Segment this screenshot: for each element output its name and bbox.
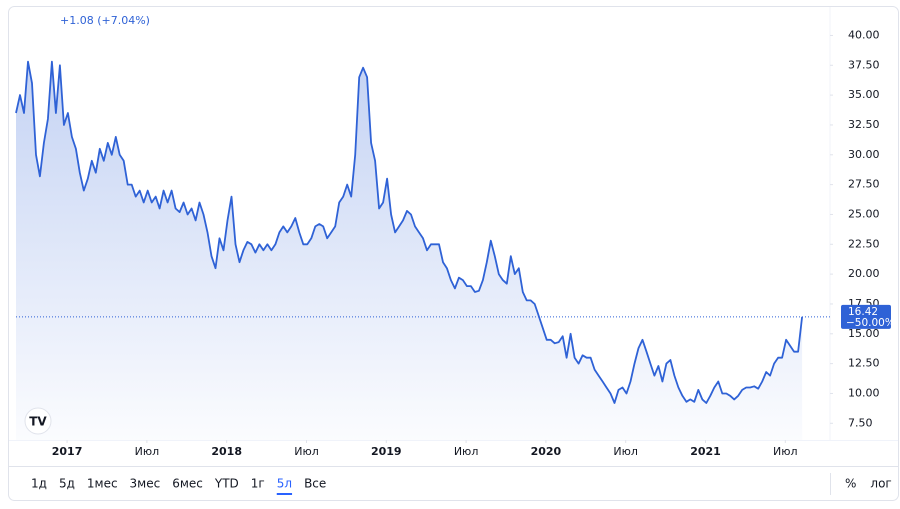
toolbar: 1д 5д 1мес 3мес 6мес YTD 1г 5л Все% лог (31, 477, 892, 495)
range-button[interactable]: 5д (59, 477, 75, 491)
y-tick-label: 35.00 (848, 88, 880, 101)
y-tick-label: 32.50 (848, 118, 880, 131)
y-tick-label: 10.00 (848, 386, 880, 399)
range-button[interactable]: 1д (31, 477, 47, 491)
x-tick-label: Июл (135, 445, 160, 458)
y-tick-label: 20.00 (848, 267, 880, 280)
range-button[interactable]: 1г (251, 477, 265, 491)
scale-button[interactable]: лог (870, 477, 891, 491)
range-button[interactable]: 5л (277, 477, 292, 491)
plot (15, 60, 830, 440)
x-tick-label: Июл (613, 445, 638, 458)
header-change: +1.08 (+7.04%) (60, 14, 150, 27)
x-tick-label: 2021 (690, 445, 721, 458)
last-change-label: −50.00% (846, 317, 895, 329)
x-tick-label: 2018 (211, 445, 242, 458)
y-tick-label: 37.50 (848, 58, 880, 71)
y-tick-label: 15.00 (848, 327, 880, 340)
range-button[interactable]: 1мес (87, 477, 118, 491)
last-price-label: 16.42 (848, 306, 878, 318)
y-tick-label: 7.50 (848, 416, 873, 429)
y-tick-label: 30.00 (848, 148, 880, 161)
x-tick-label: Июл (773, 445, 798, 458)
range-button[interactable]: YTD (214, 477, 239, 491)
x-tick-label: Июл (294, 445, 319, 458)
scale-button[interactable]: % (845, 477, 856, 491)
range-button[interactable]: 3мес (130, 477, 161, 491)
y-tick-label: 25.00 (848, 207, 880, 220)
logo: TV (24, 407, 52, 435)
range-button[interactable]: Все (304, 477, 326, 491)
last-price-box (841, 304, 891, 329)
y-tick-label: 22.50 (848, 237, 880, 250)
x-tick-label: 2020 (531, 445, 562, 458)
area-fill (16, 61, 803, 440)
x-tick-label: 2017 (52, 445, 83, 458)
range-button[interactable]: 6мес (172, 477, 203, 491)
y-tick-label: 27.50 (848, 178, 880, 191)
svg-text:TV: TV (29, 415, 47, 429)
x-tick-label: Июл (454, 445, 479, 458)
y-tick-label: 12.50 (848, 357, 880, 370)
x-tick-label: 2019 (371, 445, 402, 458)
y-tick-label: 40.00 (848, 28, 880, 41)
price-line (15, 60, 803, 404)
